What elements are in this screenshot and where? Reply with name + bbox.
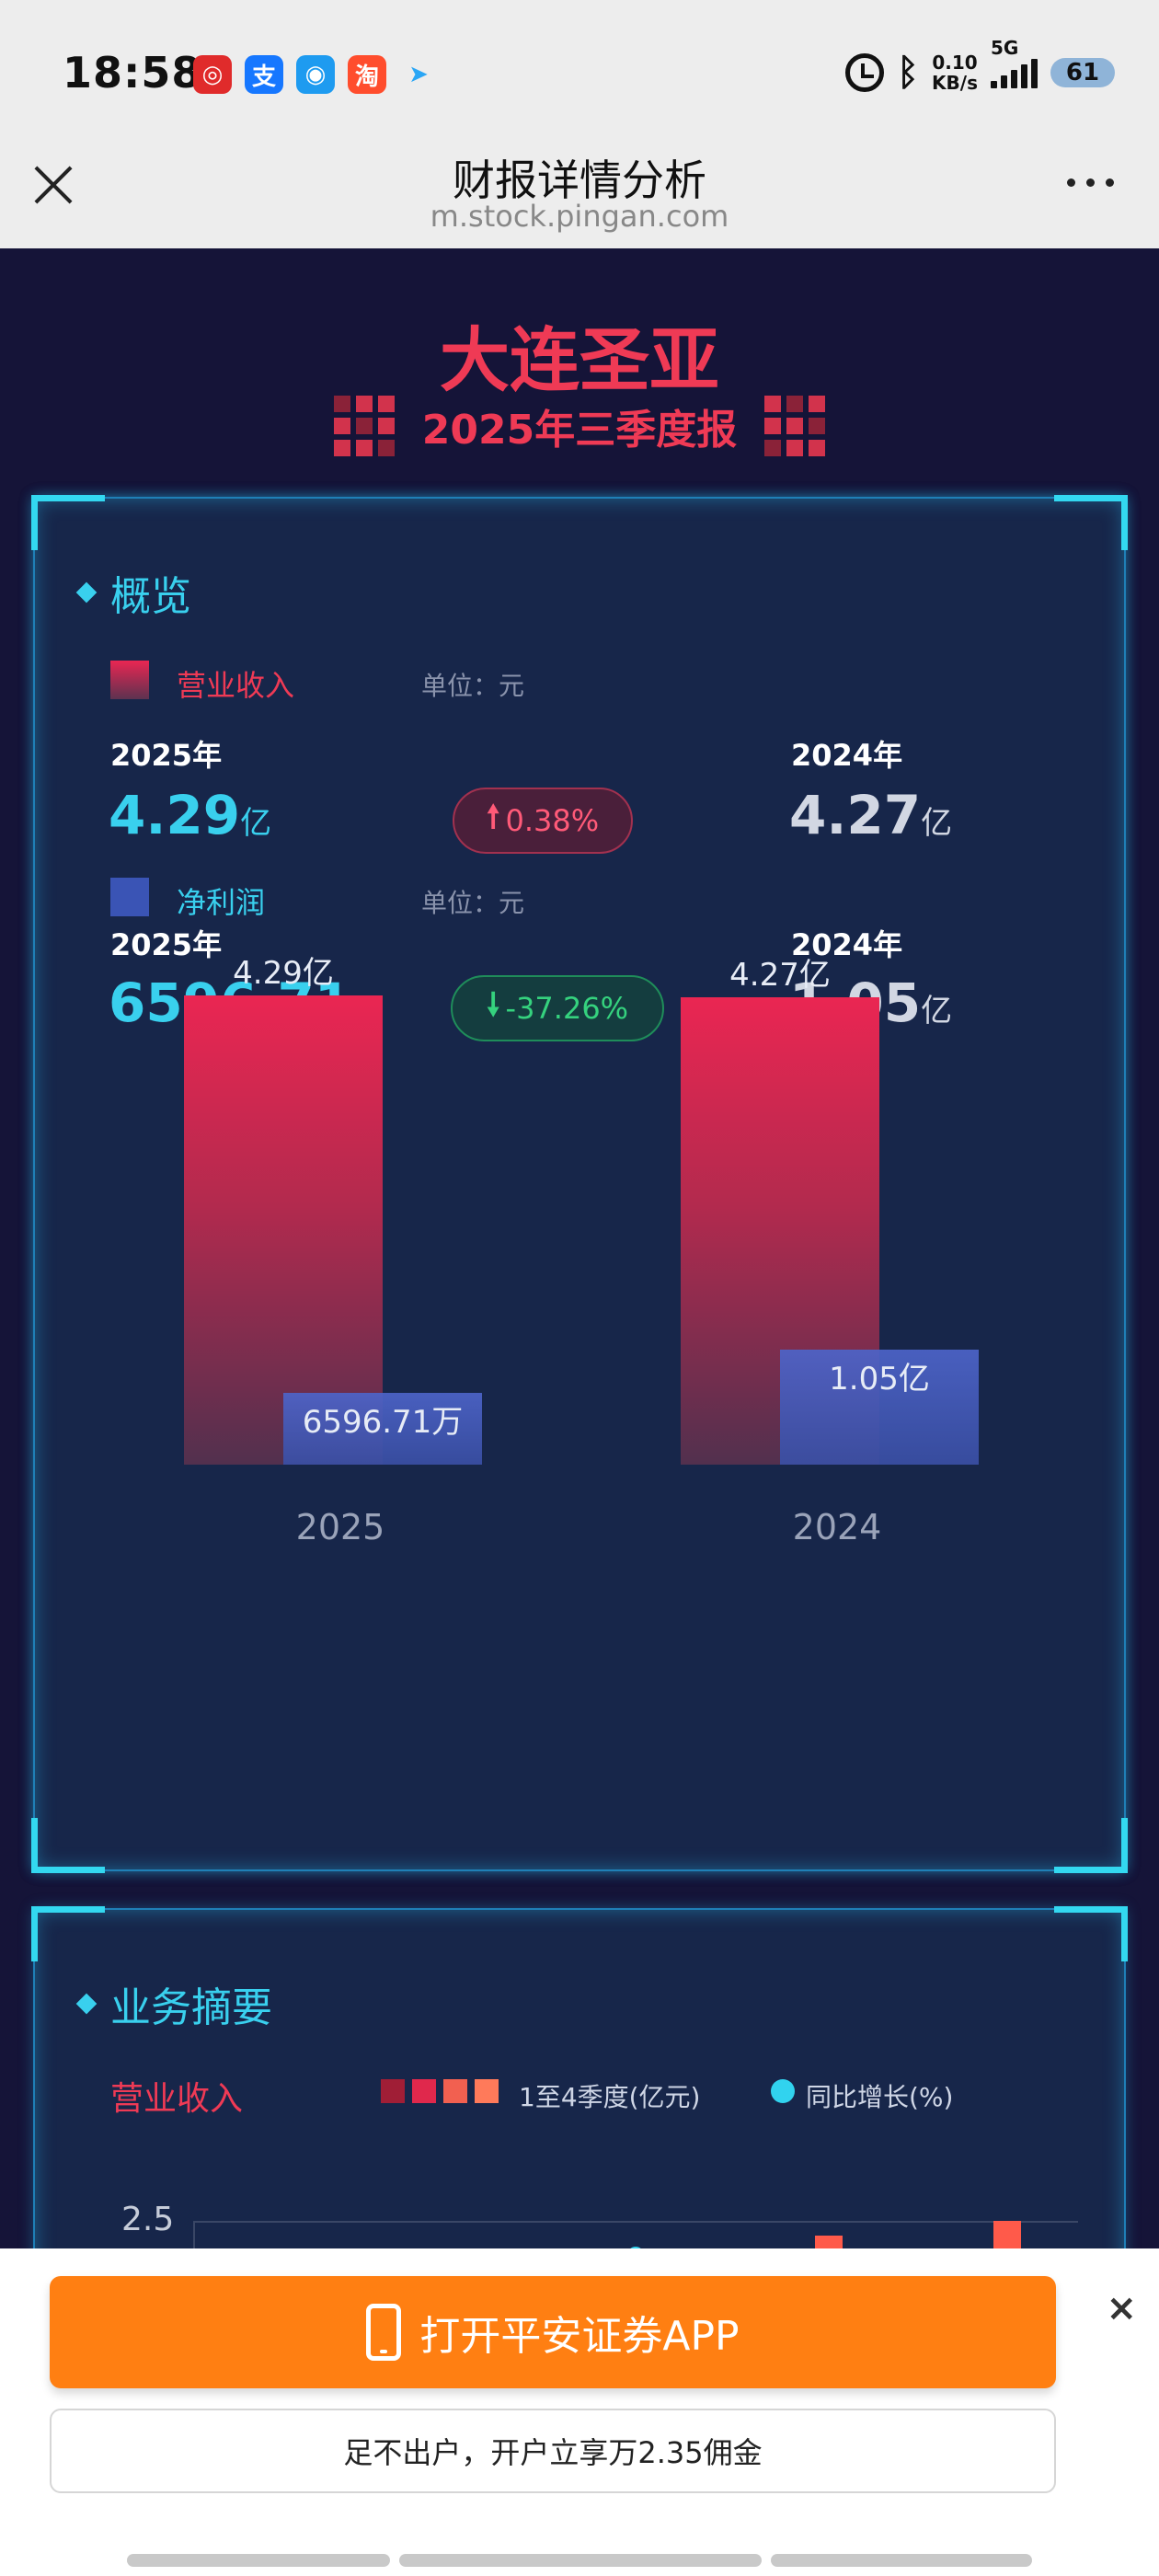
profit-unit: 单位：元 xyxy=(421,888,525,918)
overview-bar-chart: 4.29亿 6596.71万 2025 4.27亿 1.05亿 2024 xyxy=(35,955,1128,1547)
legend-q1-swatch xyxy=(381,2079,405,2103)
nav-bar: 财报详情分析 m.stock.pingan.com xyxy=(0,147,1159,248)
app-promo-banner: 打开平安证券APP × 足不出户，开户立享万2.35佣金 xyxy=(0,2248,1159,2576)
netease-music-icon: ◎ xyxy=(193,55,232,94)
notification-app-icons: ◎ 支 ◉ 淘 ➤ xyxy=(193,55,438,94)
overview-title: 概览 xyxy=(75,563,191,622)
diamond-icon xyxy=(75,1993,98,2015)
revenue-unit: 单位：元 xyxy=(421,671,525,701)
system-icons: ᛒ 0.10 KB/s 5G 61 xyxy=(845,37,1115,94)
profit-change-badge: 🠗 -37.26% xyxy=(451,975,664,1041)
revenue-swatch xyxy=(110,661,149,699)
report-period: 2025年三季度报 xyxy=(0,396,1159,456)
alarm-icon xyxy=(845,53,885,92)
open-app-button[interactable]: 打开平安证券APP xyxy=(50,2276,1056,2388)
legend-growth-dot xyxy=(771,2079,795,2103)
legend-q2-swatch xyxy=(412,2079,436,2103)
bluetooth-icon: ᛒ xyxy=(897,52,920,94)
net-speed: 0.10 KB/s xyxy=(932,52,978,93)
status-time: 18:58 xyxy=(63,48,202,98)
close-icon[interactable] xyxy=(33,164,74,204)
profit-bar xyxy=(283,1392,482,1465)
send-icon: ➤ xyxy=(399,55,438,94)
report-title: 2025年三季度报 xyxy=(421,407,738,454)
promo-button[interactable]: 足不出户，开户立享万2.35佣金 xyxy=(50,2409,1056,2493)
profit-bar-label: 6596.71万 xyxy=(302,1403,464,1441)
revenue-change-badge: 🠕 0.38% xyxy=(453,788,633,854)
profit-bar xyxy=(780,1350,979,1465)
signal-icon xyxy=(991,57,1038,88)
y-tick: 2.5 xyxy=(121,2201,175,2238)
legend-quarters: 1至4季度(亿元) xyxy=(519,2082,701,2112)
battery-indicator: 61 xyxy=(1050,58,1115,87)
legend-growth: 同比增长(%) xyxy=(806,2082,954,2112)
revenue-bar-label: 4.27亿 xyxy=(729,957,831,995)
business-revenue-label: 营业收入 xyxy=(110,2080,244,2118)
alipay-icon: 支 xyxy=(245,55,283,94)
profit-bar-label: 1.05亿 xyxy=(829,1361,930,1398)
profit-label: 净利润 xyxy=(177,885,266,920)
nav-handle xyxy=(127,2554,390,2567)
profit-year-current: 2025年 xyxy=(110,927,223,962)
open-app-label: 打开平安证券APP xyxy=(419,2313,740,2360)
arrow-up-icon: 🠕 xyxy=(486,798,500,835)
legend-q4-swatch xyxy=(475,2079,499,2103)
revenue-year-current: 2025年 xyxy=(110,738,223,773)
page-title: 财报详情分析 xyxy=(453,155,706,205)
net-speed-unit: KB/s xyxy=(932,72,978,94)
nav-handle xyxy=(771,2554,1032,2567)
gridline xyxy=(195,2221,1078,2223)
diamond-icon xyxy=(75,581,98,604)
report-content: 大连圣亚 2025年三季度报 概览 营业收入 单位：元 2025年 2024年 … xyxy=(0,248,1159,2576)
profit-swatch xyxy=(110,878,149,916)
phone-icon xyxy=(366,2304,402,2361)
network-type: 5G xyxy=(991,37,1019,59)
more-icon[interactable] xyxy=(1067,173,1122,191)
revenue-value-prev: 4.27亿 xyxy=(789,784,953,846)
overview-card-body: 概览 营业收入 单位：元 2025年 2024年 4.29亿 🠕 0.38% 4… xyxy=(31,495,1128,1873)
status-bar: 18:58 ◎ 支 ◉ 淘 ➤ ᛒ 0.10 KB/s 5G 61 xyxy=(0,0,1159,147)
page-url: m.stock.pingan.com xyxy=(430,199,729,234)
deco-grid-right xyxy=(764,396,826,456)
revenue-year-prev: 2024年 xyxy=(791,738,903,773)
revenue-bar xyxy=(184,995,383,1465)
taobao-icon: 淘 xyxy=(348,55,386,94)
arrow-down-icon: 🠗 xyxy=(486,985,500,1023)
business-title: 业务摘要 xyxy=(75,1974,272,2033)
net-speed-value: 0.10 xyxy=(932,52,978,74)
company-name: 大连圣亚 xyxy=(440,319,719,401)
x-axis-label: 2025 xyxy=(295,1507,385,1547)
x-axis-label: 2024 xyxy=(792,1507,882,1547)
profit-year-prev: 2024年 xyxy=(791,927,903,962)
revenue-value-current: 4.29亿 xyxy=(109,784,272,846)
revenue-bar-label: 4.29亿 xyxy=(233,955,334,992)
banner-close-icon[interactable]: × xyxy=(1106,2287,1137,2329)
deco-grid-left xyxy=(333,396,395,456)
nav-handle xyxy=(399,2554,762,2567)
legend-q3-swatch xyxy=(443,2079,467,2103)
qq-icon: ◉ xyxy=(296,55,335,94)
revenue-label: 营业收入 xyxy=(177,668,295,703)
